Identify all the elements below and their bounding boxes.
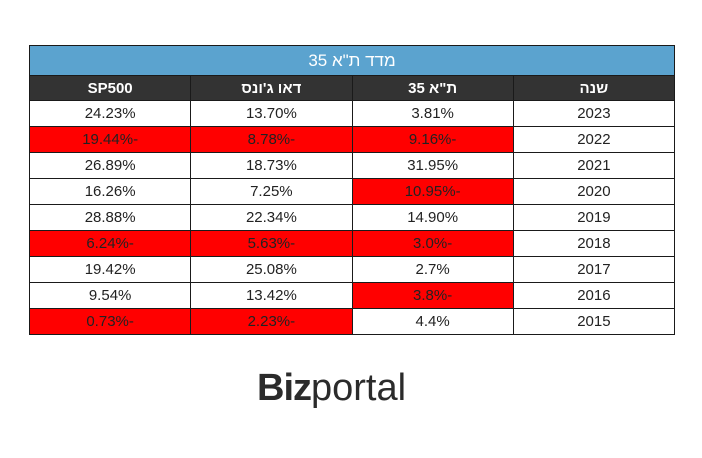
logo-portal-text: portal (311, 367, 407, 409)
cell-sp500: 19.42% (28, 256, 192, 283)
cell-dow-jones: 25.08% (190, 256, 353, 283)
cell-year: 2015 (512, 308, 676, 335)
cell-sp500: 9.54% (28, 282, 192, 309)
header-dow-jones: דאו ג'ונס (190, 75, 353, 101)
table-row: 2022 -9.16% -8.78% -19.44% (28, 126, 676, 153)
cell-year: 2016 (512, 282, 676, 309)
table-row: 2020 -10.95% 7.25% 16.26% (28, 178, 676, 205)
cell-year: 2023 (512, 100, 676, 127)
table-title: מדד ת"א 35 (29, 45, 675, 76)
header-ta35: ת"א 35 (351, 75, 514, 101)
cell-ta35: 31.95% (351, 152, 514, 179)
cell-sp500: -19.44% (28, 126, 192, 153)
logo-biz-text: Biz (257, 367, 312, 409)
table-title-row: מדד ת"א 35 (29, 45, 675, 76)
cell-sp500: 28.88% (28, 204, 192, 231)
cell-sp500: 16.26% (28, 178, 192, 205)
cell-sp500: -0.73% (28, 308, 192, 335)
cell-dow-jones: -8.78% (190, 126, 353, 153)
header-year: שנה (512, 75, 676, 101)
returns-table-container: מדד ת"א 35 שנה ת"א 35 דאו ג'ונס SP500 20… (28, 45, 676, 335)
table-row: 2023 3.81% 13.70% 24.23% (28, 100, 676, 127)
cell-sp500: 26.89% (28, 152, 192, 179)
cell-dow-jones: -5.63% (190, 230, 353, 257)
cell-dow-jones: 13.70% (190, 100, 353, 127)
cell-sp500: 24.23% (28, 100, 192, 127)
cell-year: 2018 (512, 230, 676, 257)
cell-ta35: -10.95% (351, 178, 514, 205)
cell-year: 2017 (512, 256, 676, 283)
cell-ta35: -3.0% (351, 230, 514, 257)
table-row: 2019 14.90% 22.34% 28.88% (28, 204, 676, 231)
table-row: 2015 4.4% -2.23% -0.73% (28, 308, 676, 335)
table-row: 2017 2.7% 25.08% 19.42% (28, 256, 676, 283)
table-row: 2021 31.95% 18.73% 26.89% (28, 152, 676, 179)
cell-dow-jones: -2.23% (190, 308, 353, 335)
bizportal-logo: Bizportal (257, 368, 406, 408)
table-row: 2016 -3.8% 13.42% 9.54% (28, 282, 676, 309)
cell-dow-jones: 13.42% (190, 282, 353, 309)
cell-year: 2022 (512, 126, 676, 153)
cell-ta35: 3.81% (351, 100, 514, 127)
cell-ta35: -3.8% (351, 282, 514, 309)
cell-dow-jones: 7.25% (190, 178, 353, 205)
cell-dow-jones: 18.73% (190, 152, 353, 179)
cell-sp500: -6.24% (28, 230, 192, 257)
table-row: 2018 -3.0% -5.63% -6.24% (28, 230, 676, 257)
cell-year: 2019 (512, 204, 676, 231)
returns-table: מדד ת"א 35 שנה ת"א 35 דאו ג'ונס SP500 20… (28, 45, 676, 335)
cell-ta35: 14.90% (351, 204, 514, 231)
header-sp500: SP500 (28, 75, 192, 101)
cell-ta35: -9.16% (351, 126, 514, 153)
cell-year: 2021 (512, 152, 676, 179)
cell-ta35: 4.4% (351, 308, 514, 335)
cell-dow-jones: 22.34% (190, 204, 353, 231)
cell-ta35: 2.7% (351, 256, 514, 283)
table-header-row: שנה ת"א 35 דאו ג'ונס SP500 (28, 75, 676, 101)
table-body: 2023 3.81% 13.70% 24.23% 2022 -9.16% -8.… (28, 100, 676, 335)
cell-year: 2020 (512, 178, 676, 205)
